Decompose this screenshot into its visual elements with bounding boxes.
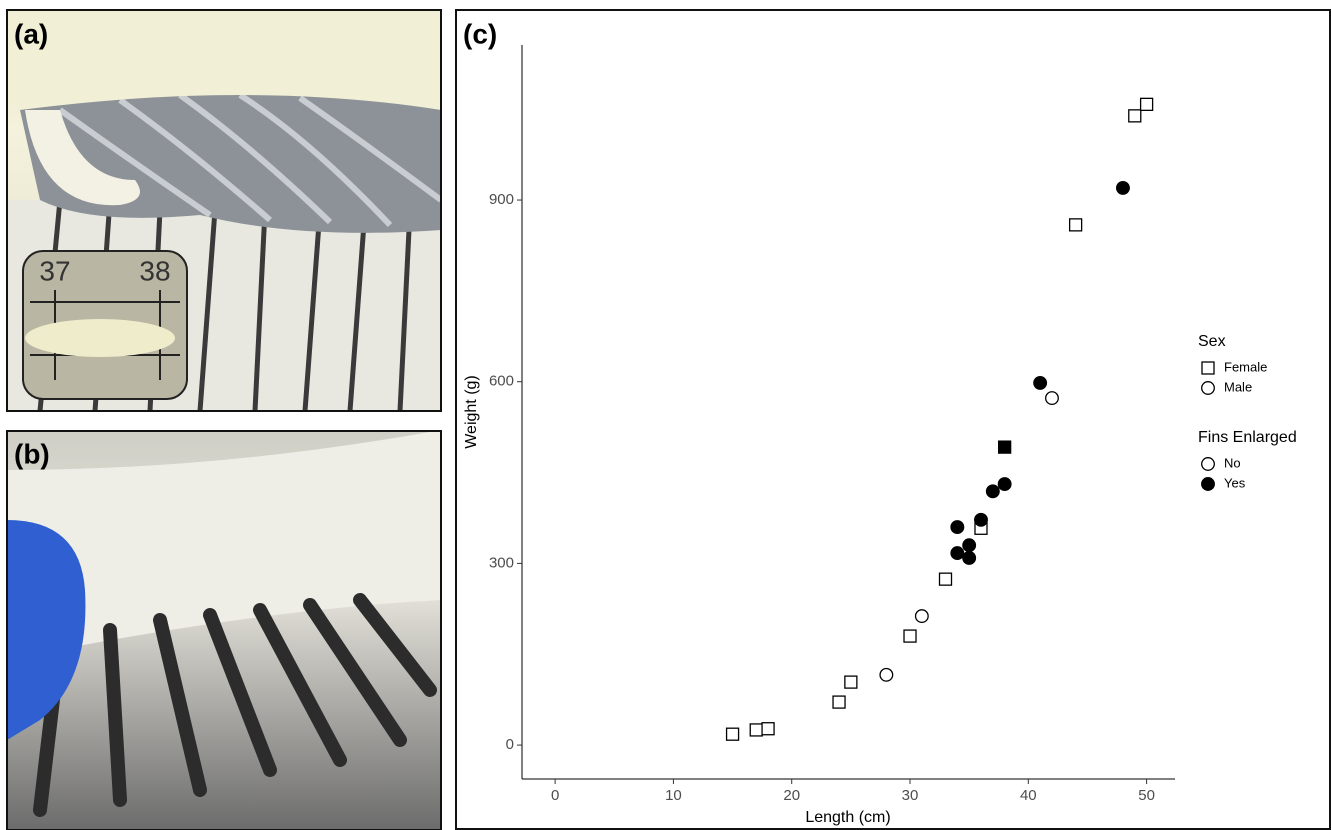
point [879,667,894,682]
point [962,551,977,565]
x-axis-label: Length (cm) [805,809,890,826]
point [974,512,988,527]
x-tick-label: 20 [783,787,800,804]
panel-label: (b) [14,438,50,469]
point [903,629,917,643]
panel-border [6,9,442,412]
point [1045,391,1059,406]
y-tick-label: 300 [489,554,514,571]
point [749,723,763,737]
x-tick-label: 50 [1138,787,1155,804]
point [998,440,1012,454]
ruler-label: 37 [39,255,70,286]
point [938,572,953,586]
legend-label: Yes [1224,475,1246,490]
panel-label: (a) [14,18,48,49]
point [1068,218,1083,232]
point [985,484,1000,499]
x-tick-label: 30 [902,787,919,804]
point [1115,180,1130,195]
point [1033,375,1048,390]
legend-symbol [1201,457,1215,471]
y-tick-label: 0 [506,736,514,753]
x-tick-label: 40 [1020,787,1037,804]
x-tick-label: 10 [665,787,682,804]
point [832,695,846,709]
point [997,477,1012,492]
ruler-label: 38 [139,255,170,286]
legend-label: Male [1224,379,1252,394]
panel-label: (c) [463,18,497,49]
y-tick-label: 900 [489,191,514,208]
photo-b [7,431,441,830]
legend-symbol [1201,361,1215,375]
legend-symbol [1201,477,1215,491]
point [962,538,977,553]
point [761,722,775,736]
point [725,727,740,741]
photo-a: 37 38 [7,10,441,411]
panel-border [6,430,442,830]
point [844,675,858,689]
point [914,609,929,624]
x-tick-label: 0 [551,787,559,804]
panel-border [455,9,1331,830]
point [1128,109,1142,123]
point [950,520,965,535]
y-tick-label: 600 [489,373,514,390]
legend-title: Fins Enlarged [1198,429,1297,446]
y-axis-label: Weight (g) [463,375,480,449]
legend-title: Sex [1198,333,1226,350]
point [1139,97,1154,111]
legend-label: Female [1224,359,1267,374]
legend-label: No [1224,455,1241,470]
legend-symbol [1201,381,1215,395]
point [950,546,965,561]
